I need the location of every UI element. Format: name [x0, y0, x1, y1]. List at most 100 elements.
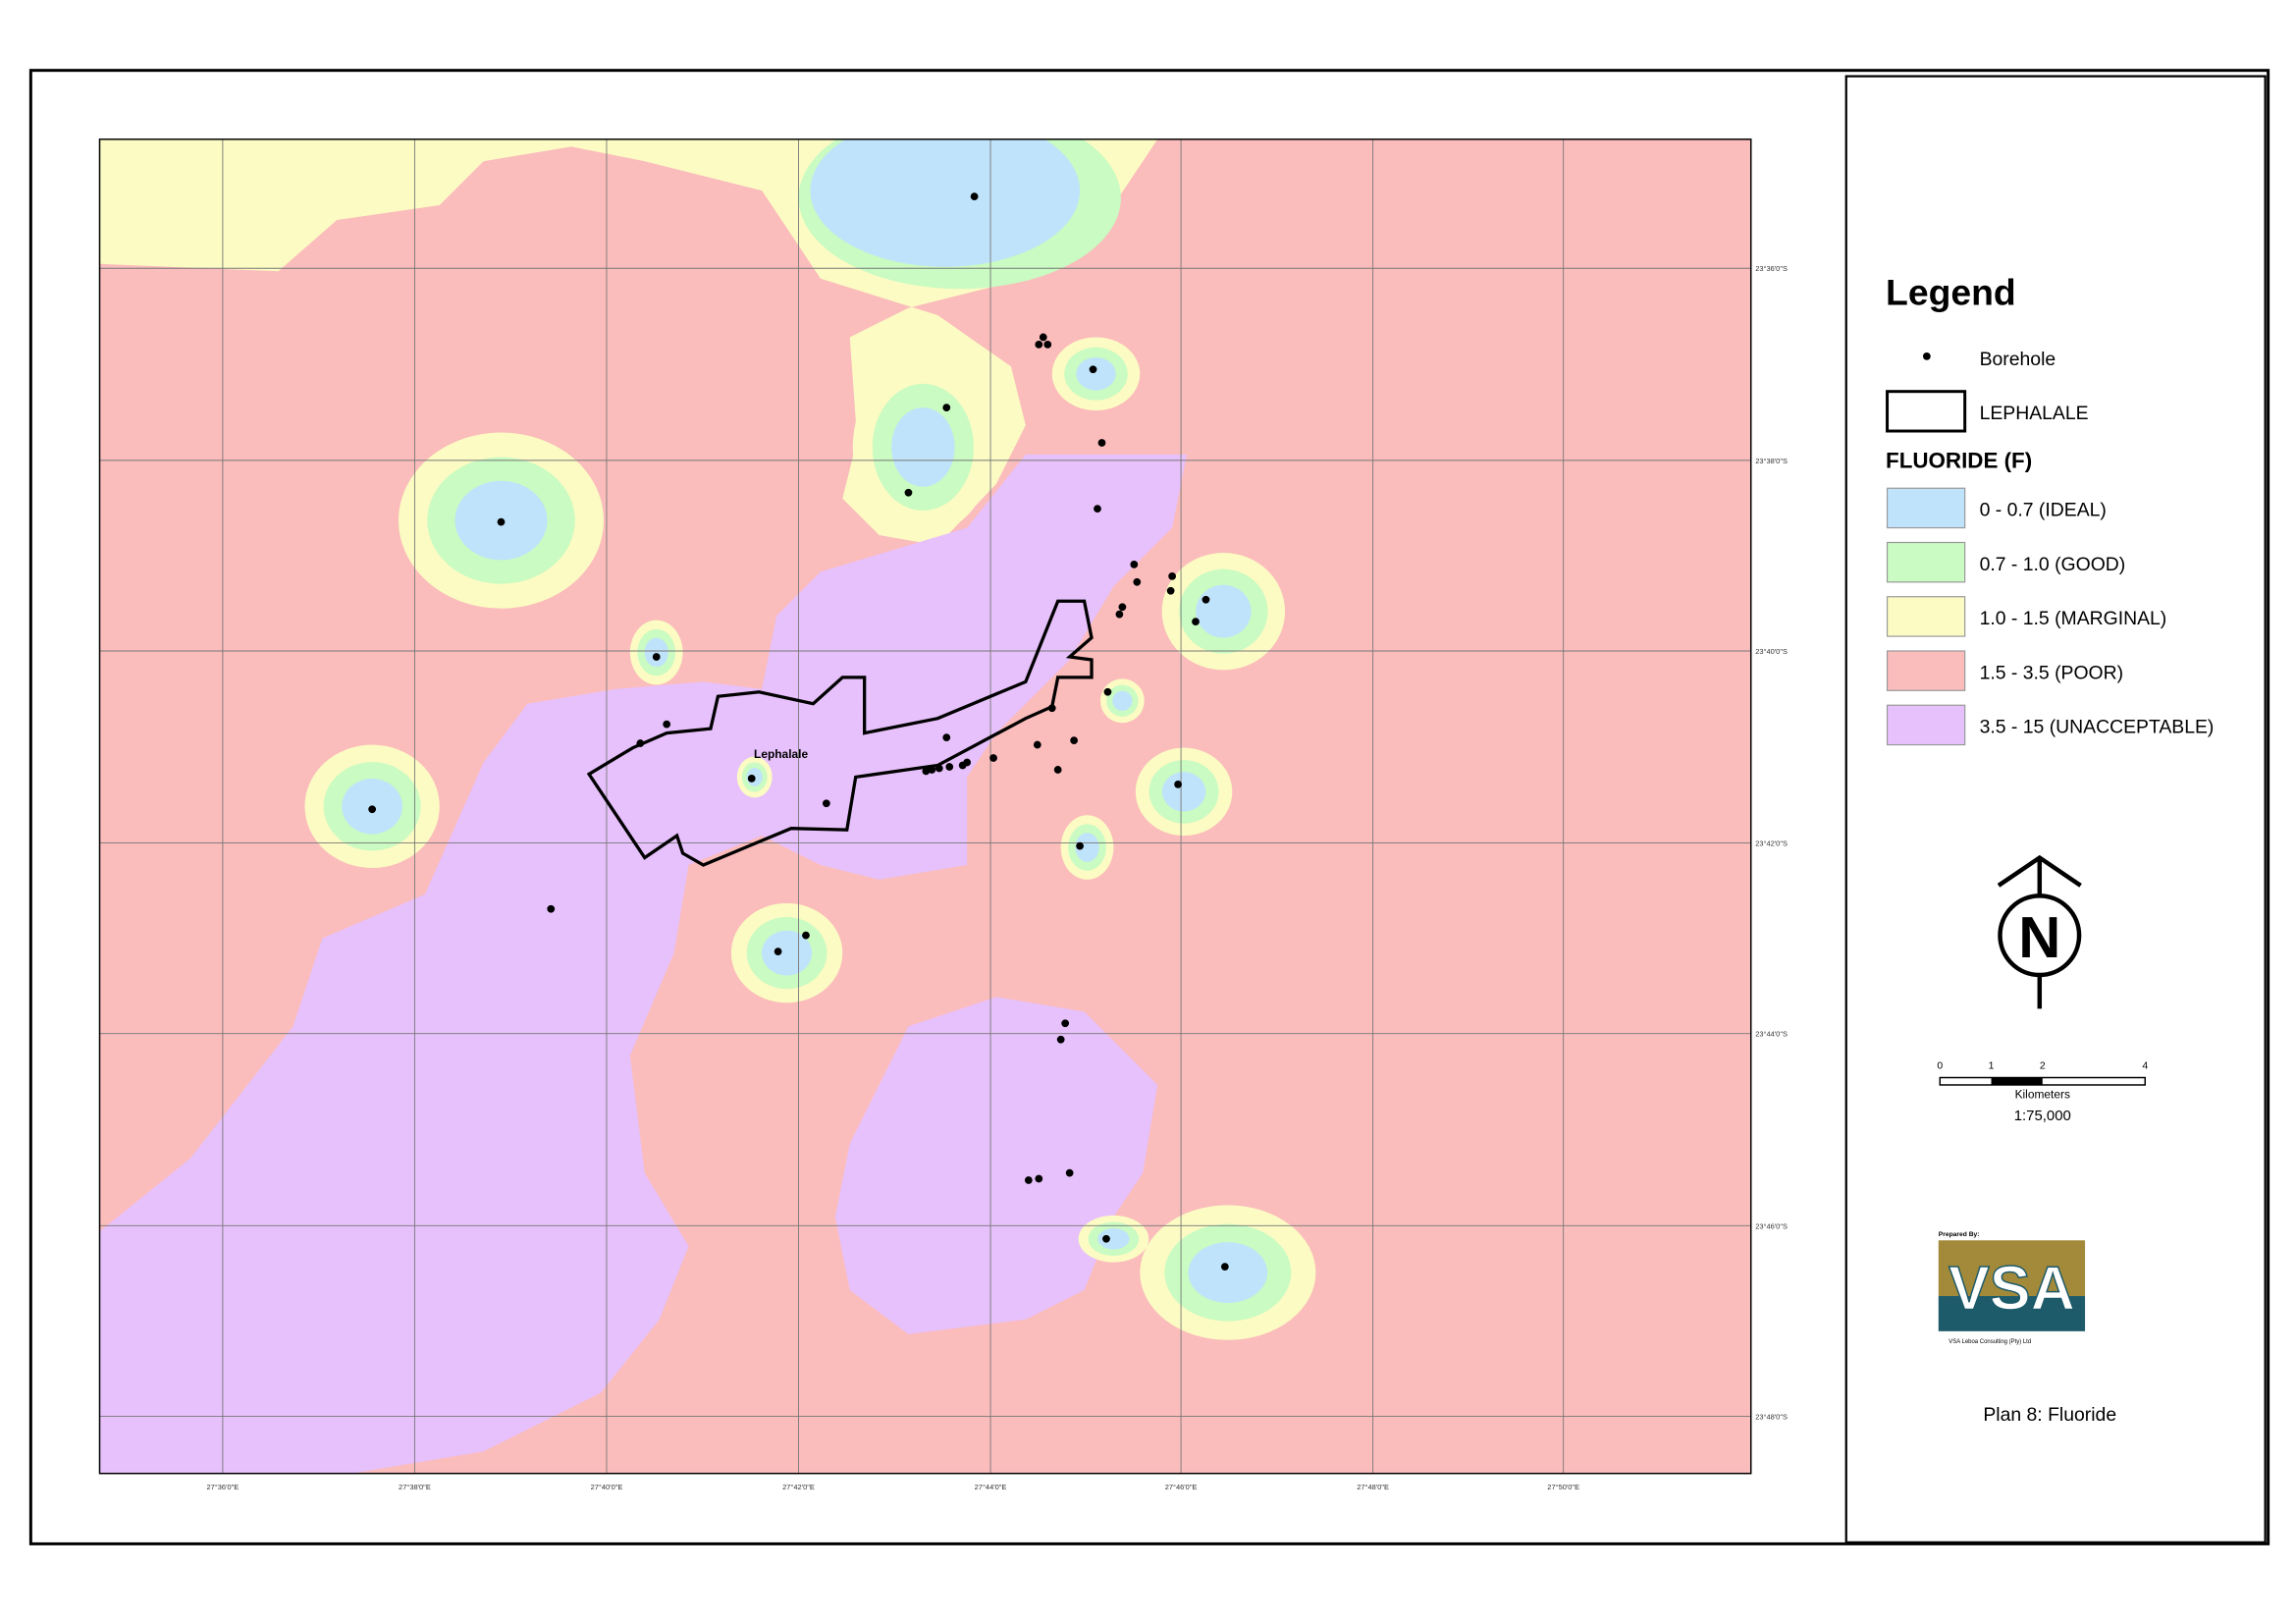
north-label: N [2018, 904, 2060, 970]
legend-title: Legend [1886, 272, 2016, 313]
y-tick-label: 23°36'0"S [1755, 264, 1788, 273]
borehole [1035, 341, 1043, 349]
borehole [1061, 1019, 1070, 1028]
borehole [663, 720, 671, 729]
y-tick-label: 23°46'0"S [1755, 1221, 1788, 1230]
zone-ideal [810, 138, 1081, 267]
borehole [547, 904, 556, 913]
scale-tick-label: 1 [1989, 1061, 1995, 1072]
borehole [928, 766, 936, 774]
borehole [822, 799, 830, 808]
borehole [934, 764, 943, 773]
map-frame [98, 138, 1752, 1475]
scale-tick-label: 4 [2142, 1061, 2148, 1072]
borehole [1102, 1234, 1110, 1243]
scale-unit: Kilometers [2015, 1087, 2070, 1101]
borehole [1115, 610, 1124, 619]
x-tick-label: 27°50'0"E [1547, 1483, 1579, 1491]
legend-class-label: 1.0 - 1.5 (MARGINAL) [1980, 608, 2167, 629]
contour [1097, 1228, 1130, 1250]
borehole [1220, 1263, 1229, 1271]
borehole [1047, 704, 1056, 713]
lephalale-boundary [586, 599, 1094, 867]
contour [1161, 772, 1206, 812]
borehole [942, 733, 951, 741]
borehole [1033, 740, 1041, 749]
zone-unacceptable [99, 454, 1188, 1474]
borehole [1035, 1174, 1043, 1183]
borehole [1168, 571, 1177, 580]
borehole [1053, 766, 1062, 774]
borehole [636, 739, 645, 747]
legend-class-label: 1.5 - 3.5 (POOR) [1980, 662, 2124, 683]
outer-frame [28, 69, 2270, 1545]
borehole [904, 488, 913, 497]
borehole [1097, 439, 1106, 447]
x-tick-label: 27°40'0"E [591, 1483, 623, 1491]
legend-panel [1844, 75, 2267, 1543]
contour [1196, 584, 1252, 638]
borehole [1133, 577, 1142, 586]
borehole [1118, 603, 1127, 612]
zone-unacceptable [834, 997, 1158, 1334]
borehole [368, 805, 377, 814]
y-tick-label: 23°38'0"S [1755, 457, 1788, 465]
x-tick-label: 27°36'0"E [207, 1483, 240, 1491]
legend-fluoride-title: FLUORIDE (F) [1886, 448, 2032, 472]
legend-class-label: 0.7 - 1.0 (GOOD) [1980, 554, 2126, 575]
y-tick-label: 23°42'0"S [1755, 839, 1788, 848]
legend-swatch [1886, 704, 1966, 746]
logo-prepared-by: Prepared By: [1939, 1231, 1980, 1238]
borehole [497, 517, 506, 526]
logo-mark: VSA [1949, 1254, 2075, 1323]
town-label: Lephalale [754, 747, 808, 761]
contour [1112, 690, 1133, 711]
north-circle [1998, 893, 2082, 978]
borehole [1192, 618, 1200, 626]
borehole [652, 653, 661, 661]
borehole [945, 763, 954, 771]
caption: Plan 8: Fluoride [1983, 1404, 2116, 1426]
scale-bar-segment [1991, 1077, 2043, 1085]
borehole [1094, 505, 1101, 514]
logo-top [1938, 1240, 2086, 1297]
logo-company: VSA Leboa Consulting (Pty) Ltd [1949, 1339, 2031, 1345]
legend-borehole: Borehole [1980, 349, 2056, 370]
borehole [1174, 780, 1182, 788]
y-tick-label: 23°40'0"S [1755, 647, 1788, 656]
legend-borehole-symbol [1922, 352, 1931, 360]
contour [1076, 356, 1116, 391]
legend: Legend Borehole LEPHALALE FLUORIDE (F) 0 - 0… [1886, 272, 2214, 1426]
legend-boundary: LEPHALALE [1980, 403, 2089, 424]
scale-tick-label: 0 [1937, 1061, 1943, 1072]
legend-class-label: 3.5 - 15 (UNACCEPTABLE) [1980, 717, 2215, 738]
borehole [1056, 1035, 1065, 1044]
borehole [1201, 595, 1210, 604]
north-arrow-head [1997, 854, 2082, 888]
borehole [1166, 586, 1175, 595]
contour [891, 407, 955, 487]
borehole [774, 947, 782, 955]
x-tick-label: 27°46'0"E [1165, 1483, 1198, 1491]
x-tick-label: 27°42'0"E [782, 1483, 815, 1491]
x-tick-label: 27°38'0"E [399, 1483, 431, 1491]
borehole [1103, 687, 1112, 696]
legend-swatch [1886, 541, 1966, 583]
borehole [1043, 341, 1052, 349]
borehole [1076, 841, 1084, 850]
scale-tick-label: 2 [2040, 1061, 2046, 1072]
zones [99, 138, 1751, 1474]
contour [644, 637, 668, 668]
borehole [802, 931, 810, 940]
contour [762, 930, 813, 976]
legend-swatch [1886, 596, 1966, 637]
legend-swatch [1886, 650, 1966, 691]
borehole [1065, 1168, 1074, 1177]
borehole [1070, 736, 1079, 744]
borehole [942, 404, 951, 411]
legend-boundary-symbol [1886, 390, 1967, 433]
y-tick-label: 23°44'0"S [1755, 1030, 1788, 1039]
y-tick-label: 23°48'0"S [1755, 1412, 1788, 1421]
